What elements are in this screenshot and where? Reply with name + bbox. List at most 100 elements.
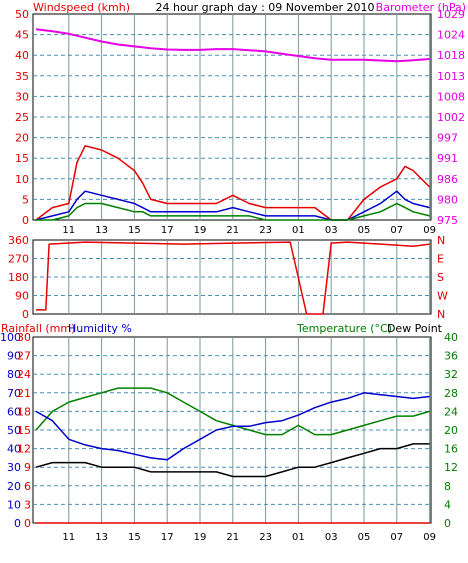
p3-x-tick-6: 23 (259, 532, 272, 543)
p1-left-tick-6: 30 (15, 90, 29, 103)
p2-left-tick-1: 90 (15, 290, 29, 303)
p3-temp-tick-2: 8 (444, 480, 451, 493)
p3-humidity-tick-6: 60 (7, 405, 21, 418)
p2-left-tick-4: 360 (8, 234, 29, 247)
panel-1-title: 24 hour graph day : 09 November 2010 (155, 1, 374, 14)
p2-right-tick-3: E (437, 253, 444, 266)
p1-right-tick-0: 975 (437, 214, 458, 227)
p3-humidity-tick-10: 100 (0, 331, 21, 344)
p1-x-tick-1: 13 (95, 225, 108, 236)
p3-x-tick-3: 17 (161, 532, 174, 543)
p1-x-tick-8: 03 (325, 225, 338, 236)
p3-x-tick-9: 05 (358, 532, 371, 543)
p3-x-tick-2: 15 (128, 532, 141, 543)
p2-right-tick-2: S (437, 271, 444, 284)
p3-humidity-tick-0: 0 (14, 517, 21, 530)
p1-x-tick-11: 09 (423, 225, 436, 236)
p1-series-0 (35, 28, 430, 63)
p1-right-tick-4: 997 (437, 132, 458, 145)
p1-x-tick-4: 19 (194, 225, 207, 236)
p1-right-tick-7: 1013 (437, 70, 465, 83)
p3-humidity-tick-8: 80 (7, 368, 21, 381)
p3-x-tick-5: 21 (226, 532, 239, 543)
p3-temp-tick-5: 20 (444, 424, 458, 437)
panel-3-temp-label: Temperature (°C) (296, 322, 392, 335)
p3-rain-tick-0: 0 (24, 517, 31, 530)
p1-left-tick-3: 15 (15, 152, 29, 165)
p3-x-tick-7: 01 (292, 532, 305, 543)
p1-left-tick-8: 40 (15, 49, 29, 62)
p3-humidity-tick-5: 50 (7, 424, 21, 437)
p3-x-tick-0: 11 (62, 532, 75, 543)
p1-right-tick-6: 1008 (437, 90, 465, 103)
p3-x-tick-11: 09 (423, 532, 436, 543)
p3-humidity-tick-7: 70 (7, 387, 21, 400)
p1-x-tick-6: 23 (259, 225, 272, 236)
p2-right-tick-0: N (437, 308, 445, 321)
p3-x-tick-1: 13 (95, 532, 108, 543)
p3-x-tick-4: 19 (194, 532, 207, 543)
p1-x-tick-10: 07 (390, 225, 403, 236)
p1-right-tick-3: 991 (437, 152, 458, 165)
p2-series-0 (36, 241, 430, 315)
p3-temp-tick-3: 12 (444, 461, 458, 474)
p3-humidity-tick-9: 90 (7, 350, 21, 363)
p3-temp-tick-7: 28 (444, 387, 458, 400)
p3-humidity-tick-2: 20 (7, 480, 21, 493)
p1-left-tick-4: 20 (15, 132, 29, 145)
p3-humidity-tick-1: 10 (7, 498, 21, 511)
p3-temp-tick-8: 32 (444, 368, 458, 381)
panel-1-left-label: Windspeed (kmh) (33, 1, 130, 14)
p3-temp-tick-9: 36 (444, 350, 458, 363)
panel-1-right-label: Barometer (hPa) (376, 1, 466, 14)
p1-x-tick-0: 11 (62, 225, 75, 236)
p3-rain-tick-4: 12 (17, 443, 31, 456)
p2-left-tick-2: 180 (8, 271, 29, 284)
p3-rain-tick-7: 21 (17, 387, 31, 400)
p2-right-tick-1: W (437, 290, 448, 303)
p1-series-2 (35, 190, 430, 221)
p1-right-tick-5: 1002 (437, 111, 465, 124)
panel-3-dew-label: Dew Point (387, 322, 443, 335)
p1-series-3 (36, 202, 430, 221)
p1-right-tick-1: 980 (437, 193, 458, 206)
p3-rain-tick-5: 15 (17, 424, 31, 437)
p1-series-1 (35, 145, 431, 221)
p2-left-tick-3: 270 (8, 253, 29, 266)
p3-rain-tick-8: 24 (17, 368, 31, 381)
p3-humidity-tick-4: 40 (7, 443, 21, 456)
p3-series-1 (35, 392, 430, 461)
p1-x-tick-7: 01 (292, 225, 305, 236)
panel-3-humidity-label: Humidity % (68, 322, 132, 335)
p3-x-tick-10: 07 (390, 532, 403, 543)
p3-temp-tick-4: 16 (444, 443, 458, 456)
p1-x-tick-5: 21 (226, 225, 239, 236)
p2-left-tick-0: 0 (22, 308, 29, 321)
p3-series-2 (35, 443, 430, 478)
panel-3-rain-label: Rainfall (mm) (1, 322, 75, 335)
p3-rain-tick-2: 6 (24, 480, 31, 493)
p1-left-tick-2: 10 (15, 173, 29, 186)
p3-humidity-tick-3: 30 (7, 461, 21, 474)
p1-x-tick-9: 05 (358, 225, 371, 236)
p3-series-0 (35, 387, 430, 436)
p3-rain-tick-1: 3 (24, 498, 31, 511)
p3-rain-tick-9: 27 (17, 350, 31, 363)
p3-temp-tick-0: 0 (444, 517, 451, 530)
p3-temp-tick-1: 4 (444, 498, 451, 511)
p2-right-tick-4: N (437, 234, 445, 247)
p1-right-tick-9: 1024 (437, 29, 465, 42)
p3-temp-tick-6: 24 (444, 405, 458, 418)
p1-x-tick-3: 17 (161, 225, 174, 236)
p3-rain-tick-6: 18 (17, 405, 31, 418)
p1-left-tick-9: 45 (15, 29, 29, 42)
p1-right-tick-10: 1029 (437, 8, 465, 21)
p1-right-tick-8: 1018 (437, 49, 465, 62)
p3-rain-tick-10: 30 (17, 331, 31, 344)
p1-left-tick-7: 35 (15, 70, 29, 83)
p1-left-tick-0: 0 (22, 214, 29, 227)
p3-rain-tick-3: 9 (24, 461, 31, 474)
p3-x-tick-8: 03 (325, 532, 338, 543)
